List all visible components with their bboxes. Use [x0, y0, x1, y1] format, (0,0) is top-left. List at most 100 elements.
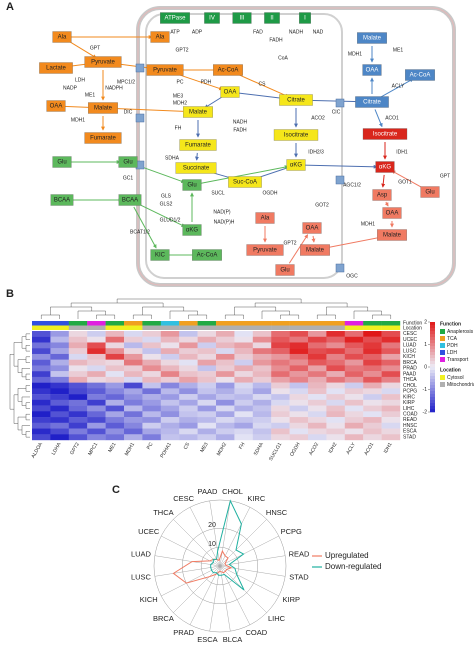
heatmap-cell	[271, 376, 290, 383]
enzyme-label: ME1	[393, 47, 404, 53]
heatmap-cell	[216, 405, 235, 412]
heatmap-cell	[179, 353, 198, 360]
heatmap-cell	[142, 434, 161, 441]
heatmap-cell	[142, 399, 161, 406]
heatmap-cell	[216, 353, 235, 360]
legend-swatch	[440, 336, 445, 341]
heatmap-cell	[87, 376, 106, 383]
metabolite-node	[213, 64, 243, 76]
heatmap-cell	[142, 428, 161, 435]
row-dendrogram	[25, 345, 30, 352]
heatmap-cell	[363, 417, 382, 423]
heatmap-cell	[68, 405, 88, 412]
heatmap-cell	[124, 359, 143, 366]
enzyme-label: ADP	[192, 29, 203, 35]
column-dendrogram	[254, 302, 348, 307]
row-label: BRCA	[403, 360, 418, 366]
column-label: SDHA	[253, 441, 265, 457]
heatmap-cell	[87, 359, 106, 366]
column-dendrogram	[70, 302, 164, 307]
heatmap-cell	[289, 394, 309, 401]
heatmap-cell	[124, 336, 143, 343]
heatmap-cell	[326, 331, 345, 337]
heatmap-cell	[142, 394, 161, 401]
heatmap-cell	[179, 359, 198, 366]
heatmap-cell	[105, 428, 125, 435]
heatmap-cell	[32, 353, 51, 360]
heatmap-cell	[32, 342, 51, 349]
metabolite-label: OAA	[50, 104, 63, 110]
function-annotation	[160, 321, 180, 326]
metabolite-label: Asp	[377, 193, 388, 199]
metabolite-label: Glu	[57, 160, 66, 166]
colorbar-segment	[430, 349, 435, 353]
enzyme-label: GLS	[161, 193, 172, 199]
heatmap-cell	[271, 411, 290, 418]
heatmap-cell	[381, 399, 401, 406]
heatmap-cell	[32, 365, 51, 372]
heatmap-cell	[50, 434, 69, 441]
heatmap-cell	[234, 417, 253, 423]
heatmap-cell	[252, 382, 272, 389]
function-annotation	[326, 321, 345, 326]
colorbar-segment	[430, 358, 435, 362]
colorbar-segment	[430, 334, 435, 338]
location-annotation	[142, 325, 161, 330]
metabolite-node	[300, 244, 330, 256]
heatmap-cell	[308, 417, 327, 423]
heatmap-cell	[344, 342, 364, 349]
heatmap-cell	[234, 405, 253, 412]
heatmap-cell	[216, 411, 235, 418]
colorbar-segment	[430, 340, 435, 344]
heatmap-cell	[326, 353, 345, 360]
colorbar-segment	[430, 400, 435, 404]
heatmap-cell	[289, 371, 309, 378]
heatmap-cell	[50, 382, 69, 389]
pathway-arrow	[288, 234, 309, 264]
column-label: IDH1	[383, 441, 394, 454]
heatmap-cell	[363, 405, 382, 412]
spoke	[219, 555, 286, 567]
row-dendrogram	[25, 413, 30, 421]
heatmap-cell	[32, 371, 51, 378]
heatmap-cell	[216, 376, 235, 383]
column-label: ME3	[199, 441, 209, 453]
heatmap-cell	[68, 411, 88, 418]
colorbar-segment	[430, 388, 435, 392]
location-annotation	[252, 325, 272, 330]
metabolite-label: Pyruvate	[153, 68, 177, 74]
heatmap-cell	[381, 388, 401, 395]
heatmap-cell	[142, 371, 161, 378]
colorbar-label: 0	[424, 364, 427, 370]
heatmap-cell	[363, 434, 382, 441]
spoke	[189, 507, 221, 567]
heatmap-cell	[289, 405, 309, 412]
heatmap-cell	[179, 336, 198, 343]
heatmap-cell	[32, 434, 51, 441]
heatmap-cell	[179, 376, 198, 383]
heatmap-cell	[50, 359, 69, 366]
heatmap-cell	[344, 428, 364, 435]
location-annotation	[344, 325, 364, 330]
column-label: PC	[146, 441, 155, 450]
grid-circle	[200, 546, 240, 586]
metabolite-label: OAA	[224, 90, 237, 96]
legend-label: Down-regulated	[325, 562, 381, 571]
heatmap-cell	[252, 394, 272, 401]
heatmap-cell	[50, 399, 69, 406]
metabolite-label: Malate	[189, 110, 208, 116]
heatmap-cell	[326, 365, 345, 372]
heatmap-cell	[179, 417, 198, 423]
heatmap-cell	[216, 422, 235, 429]
heatmap-cell	[271, 382, 290, 389]
colorbar-segment	[430, 373, 435, 377]
legend-label: LDH	[447, 350, 457, 356]
row-label: KIRC	[403, 394, 415, 400]
heatmap-cell	[381, 353, 401, 360]
metabolite-label: Lactate	[46, 66, 66, 72]
heatmap-cell	[289, 428, 309, 435]
location-annotation	[216, 325, 235, 330]
metabolite-label: αKG	[379, 165, 391, 171]
heatmap-cell	[142, 388, 161, 395]
